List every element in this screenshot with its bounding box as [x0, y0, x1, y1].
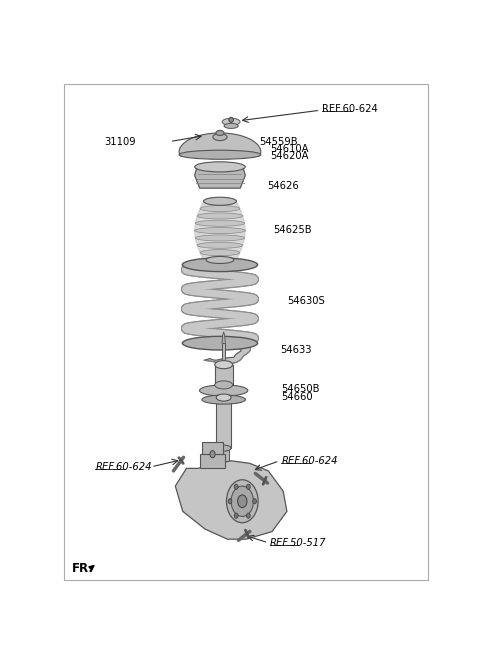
Text: 31109: 31109 — [105, 137, 136, 147]
Ellipse shape — [200, 206, 240, 212]
Polygon shape — [202, 340, 251, 364]
Ellipse shape — [204, 257, 237, 263]
Ellipse shape — [195, 220, 245, 226]
Ellipse shape — [238, 495, 247, 508]
Ellipse shape — [247, 513, 250, 518]
Ellipse shape — [200, 250, 240, 256]
Ellipse shape — [234, 513, 238, 518]
Ellipse shape — [210, 451, 215, 458]
Text: REF.60-624: REF.60-624 — [322, 104, 377, 114]
Ellipse shape — [179, 150, 261, 159]
Ellipse shape — [204, 197, 237, 206]
Ellipse shape — [197, 242, 243, 248]
Ellipse shape — [197, 213, 243, 219]
Ellipse shape — [252, 499, 256, 504]
Ellipse shape — [215, 361, 233, 369]
Ellipse shape — [195, 235, 245, 241]
Ellipse shape — [206, 256, 234, 263]
Polygon shape — [195, 167, 245, 188]
Text: 54559B: 54559B — [259, 137, 298, 147]
Ellipse shape — [247, 484, 250, 489]
Ellipse shape — [216, 445, 231, 451]
Ellipse shape — [228, 499, 232, 504]
Bar — [218, 447, 229, 471]
Bar — [202, 442, 223, 454]
Text: 54633: 54633 — [280, 345, 312, 355]
Text: 54610A: 54610A — [270, 144, 309, 154]
Polygon shape — [175, 461, 287, 539]
Text: 54625B: 54625B — [273, 225, 312, 235]
Ellipse shape — [200, 385, 248, 396]
Ellipse shape — [222, 118, 240, 125]
Text: REF.60-624: REF.60-624 — [96, 462, 152, 472]
Ellipse shape — [231, 486, 253, 516]
Ellipse shape — [229, 118, 233, 122]
Polygon shape — [222, 332, 225, 344]
Text: 54660: 54660 — [281, 392, 313, 401]
Text: REF.50-517: REF.50-517 — [270, 537, 327, 548]
Ellipse shape — [224, 124, 238, 128]
Ellipse shape — [182, 258, 258, 271]
Ellipse shape — [195, 162, 245, 172]
Ellipse shape — [182, 336, 258, 350]
Text: 54630S: 54630S — [287, 296, 324, 306]
Ellipse shape — [216, 131, 224, 135]
Text: 54650B: 54650B — [281, 384, 320, 394]
Text: 54620A: 54620A — [270, 151, 309, 161]
Bar — [216, 397, 231, 448]
Text: FR.: FR. — [72, 562, 94, 574]
Bar — [201, 454, 225, 468]
Ellipse shape — [216, 394, 231, 401]
Ellipse shape — [195, 227, 245, 234]
Polygon shape — [195, 201, 245, 260]
Ellipse shape — [204, 198, 237, 204]
Bar — [222, 344, 225, 364]
Bar — [215, 365, 233, 385]
Text: REF.60-624: REF.60-624 — [281, 456, 338, 466]
Text: 54626: 54626 — [267, 181, 300, 191]
Ellipse shape — [227, 480, 258, 523]
Ellipse shape — [213, 133, 227, 141]
Ellipse shape — [215, 381, 233, 389]
Ellipse shape — [202, 395, 245, 404]
Ellipse shape — [234, 484, 238, 489]
Polygon shape — [179, 133, 261, 156]
